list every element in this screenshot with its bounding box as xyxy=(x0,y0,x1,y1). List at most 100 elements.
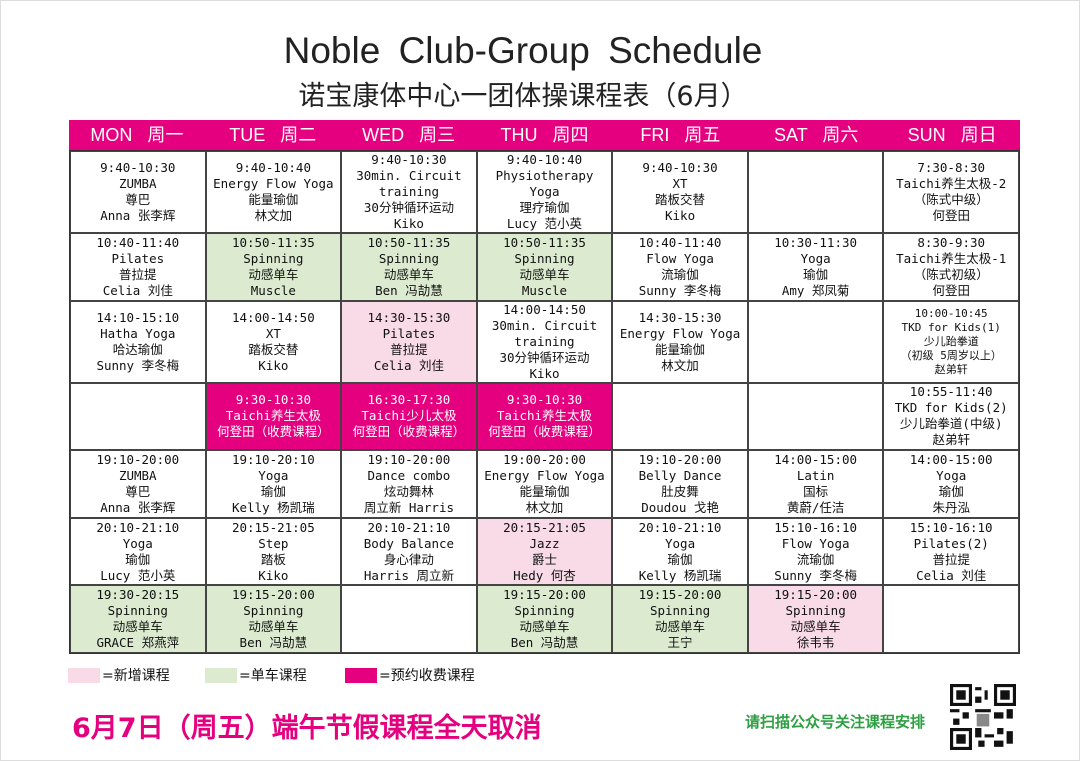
class-detail: 尊巴 xyxy=(125,192,151,207)
class-slot: 20:10-21:10 Yoga 瑜伽 Kelly 杨凯瑞 xyxy=(612,517,748,586)
class-slot: 19:15-20:00 Spinning 动感单车 Ben 冯劼慧 xyxy=(205,585,342,653)
class-detail: Pilates xyxy=(382,325,436,341)
class-detail: Belly Dance xyxy=(638,467,722,483)
class-detail: 动感单车 xyxy=(248,619,299,635)
class-time: 7:30-8:30 xyxy=(917,160,986,175)
class-detail: Spinning xyxy=(514,603,575,619)
class-detail: XT xyxy=(265,325,281,341)
class-detail: Celia 刘佳 xyxy=(102,282,173,298)
class-slot: 20:10-21:10 Yoga 瑜伽 Lucy 范小英 xyxy=(70,517,206,586)
class-slot: 9:40-10:30 XT 踏板交替 Kiko xyxy=(612,151,748,233)
class-slot: 14:00-15:00 Latin 国标 黄蔚/任洁 xyxy=(747,450,884,518)
class-detail: 赵弟轩 xyxy=(934,362,968,376)
page-subtitle: 诺宝康体中心一团体操课程表（6月） xyxy=(298,81,748,112)
class-detail: 动感单车 xyxy=(519,619,570,635)
day-mon: MON 周一 xyxy=(90,125,184,145)
class-detail: Yoga xyxy=(258,467,289,483)
class-detail: 朱丹泓 xyxy=(932,499,970,515)
class-detail: 周立新 Harris xyxy=(363,499,455,515)
class-detail: Flow Yoga xyxy=(646,250,714,266)
class-time: 10:30-11:30 xyxy=(774,234,858,250)
class-detail: Dance combo xyxy=(367,467,451,483)
empty-slot xyxy=(747,300,884,383)
class-detail: 流瑜伽 xyxy=(796,551,835,567)
class-detail: 踏板交替 xyxy=(655,192,706,207)
class-detail: Lucy 范小英 xyxy=(506,216,583,231)
class-detail: 国标 xyxy=(803,483,829,499)
class-time: 10:40-11:40 xyxy=(96,234,180,250)
class-detail: ZUMBA xyxy=(118,176,157,191)
class-slot: 19:30-20:15 Spinning 动感单车 GRACE 郑燕萍 xyxy=(70,585,206,653)
class-detail: Celia 刘佳 xyxy=(916,567,987,583)
class-detail: 林文加 xyxy=(254,208,293,223)
class-slot: 9:30-10:30 Taichi养生太极 何登田（收费课程） xyxy=(476,382,613,451)
class-detail: 何登田 xyxy=(932,282,970,298)
class-detail: 少儿跆拳道 xyxy=(923,334,979,348)
class-time: 20:15-21:05 xyxy=(503,519,586,535)
empty-slot xyxy=(612,382,748,451)
day-wed: WED 周三 xyxy=(362,125,456,145)
class-detail: （陈式初级） xyxy=(913,266,989,282)
class-slot: 14:00-14:50 XT 踏板交替 Kiko xyxy=(205,300,342,383)
class-detail: 踏板交替 xyxy=(248,341,299,357)
class-detail: 踏板 xyxy=(260,551,286,567)
class-detail: Taichi养生太极 xyxy=(225,408,321,424)
class-slot: 7:30-8:30 Taichi养生太极-2 （陈式中级） 何登田 xyxy=(883,151,1019,233)
class-detail: TKD for Kids(1) xyxy=(901,320,1001,334)
scan-instruction: 请扫描公众号关注课程安排 xyxy=(745,713,926,731)
class-detail: 徐韦韦 xyxy=(796,635,835,651)
class-detail: Ben 冯劼慧 xyxy=(239,635,308,651)
legend-label-spinning: =单车课程 xyxy=(239,668,307,684)
class-time: 19:15-20:00 xyxy=(774,587,858,603)
class-detail: ZUMBA xyxy=(118,467,157,483)
class-detail: 林文加 xyxy=(525,499,564,515)
class-detail: Sunny 李冬梅 xyxy=(774,567,857,583)
class-detail: Kelly 杨凯瑞 xyxy=(638,567,722,583)
class-time: 19:00-20:00 xyxy=(503,451,586,467)
class-time: 19:10-20:10 xyxy=(231,451,315,467)
class-detail: 能量瑜伽 xyxy=(519,483,570,499)
class-detail: 30分钟循环运动 xyxy=(499,349,590,365)
class-slot: 10:30-11:30 Yoga 瑜伽 Amy 郑凤菊 xyxy=(747,233,884,301)
class-time: 9:40-10:40 xyxy=(235,160,311,175)
class-detail: Energy Flow Yoga xyxy=(619,325,741,341)
legend-spinning: =单车课程 xyxy=(205,665,307,685)
class-detail: 林文加 xyxy=(661,357,699,373)
class-detail: Latin xyxy=(796,467,835,483)
class-slot: 14:00-14:50 30min. Circuit training 30分钟循环运… xyxy=(476,300,613,383)
day-thu: THU 周四 xyxy=(500,125,589,145)
class-detail: Energy Flow Yoga xyxy=(213,176,334,191)
class-detail: 黄蔚/任洁 xyxy=(786,499,845,515)
class-detail: 赵弟轩 xyxy=(932,432,970,448)
class-time: 14:10-15:10 xyxy=(96,309,180,325)
class-time: 19:30-20:15 xyxy=(96,587,180,603)
class-detail: 何登田 xyxy=(932,208,970,223)
day-header-bar: MON 周一 TUE 周二 WED 周三 THU 周四 FRI 周五 SAT 周… xyxy=(69,120,1020,150)
class-detail: 瑜伽 xyxy=(938,483,964,499)
class-detail: training xyxy=(514,333,575,349)
class-detail: Spinning xyxy=(107,603,168,619)
class-time: 9:30-10:30 xyxy=(506,392,583,408)
class-detail: 30min. Circuit xyxy=(356,168,462,183)
class-detail: Body Balance xyxy=(363,535,455,551)
class-detail: Sunny 李冬梅 xyxy=(638,282,722,298)
class-time: 10:40-11:40 xyxy=(638,234,722,250)
class-slot: 10:00-10:45 TKD for Kids(1) 少儿跆拳道 （初级 5周岁以上… xyxy=(883,300,1019,383)
class-detail: Spinning xyxy=(649,603,711,619)
class-slot: 10:40-11:40 Flow Yoga 流瑜伽 Sunny 李冬梅 xyxy=(612,233,748,301)
class-slot: 10:50-11:35 Spinning 动感单车 Muscle xyxy=(476,233,613,301)
class-detail: 爵士 xyxy=(531,551,557,567)
empty-slot xyxy=(70,382,206,451)
legend-label-new: =新增课程 xyxy=(102,668,170,684)
class-time: 14:00-15:00 xyxy=(909,451,993,467)
class-slot: 10:40-11:40 Pilates 普拉提 Celia 刘佳 xyxy=(70,233,206,301)
class-detail: Anna 张李辉 xyxy=(100,208,176,223)
class-slot: 19:10-20:00 Dance combo 炫动舞林 周立新 Harris xyxy=(341,450,477,518)
class-time: 9:40-10:40 xyxy=(506,152,583,167)
class-detail: 普拉提 xyxy=(932,551,970,567)
class-detail: 瑜伽 xyxy=(260,483,286,499)
class-slot: 14:30-15:30 Energy Flow Yoga 能量瑜伽 林文加 xyxy=(612,300,748,383)
class-detail: 瑜伽 xyxy=(125,551,151,567)
class-detail: 何登田（收费课程） xyxy=(217,424,330,440)
class-detail: 何登田（收费课程） xyxy=(488,424,601,440)
